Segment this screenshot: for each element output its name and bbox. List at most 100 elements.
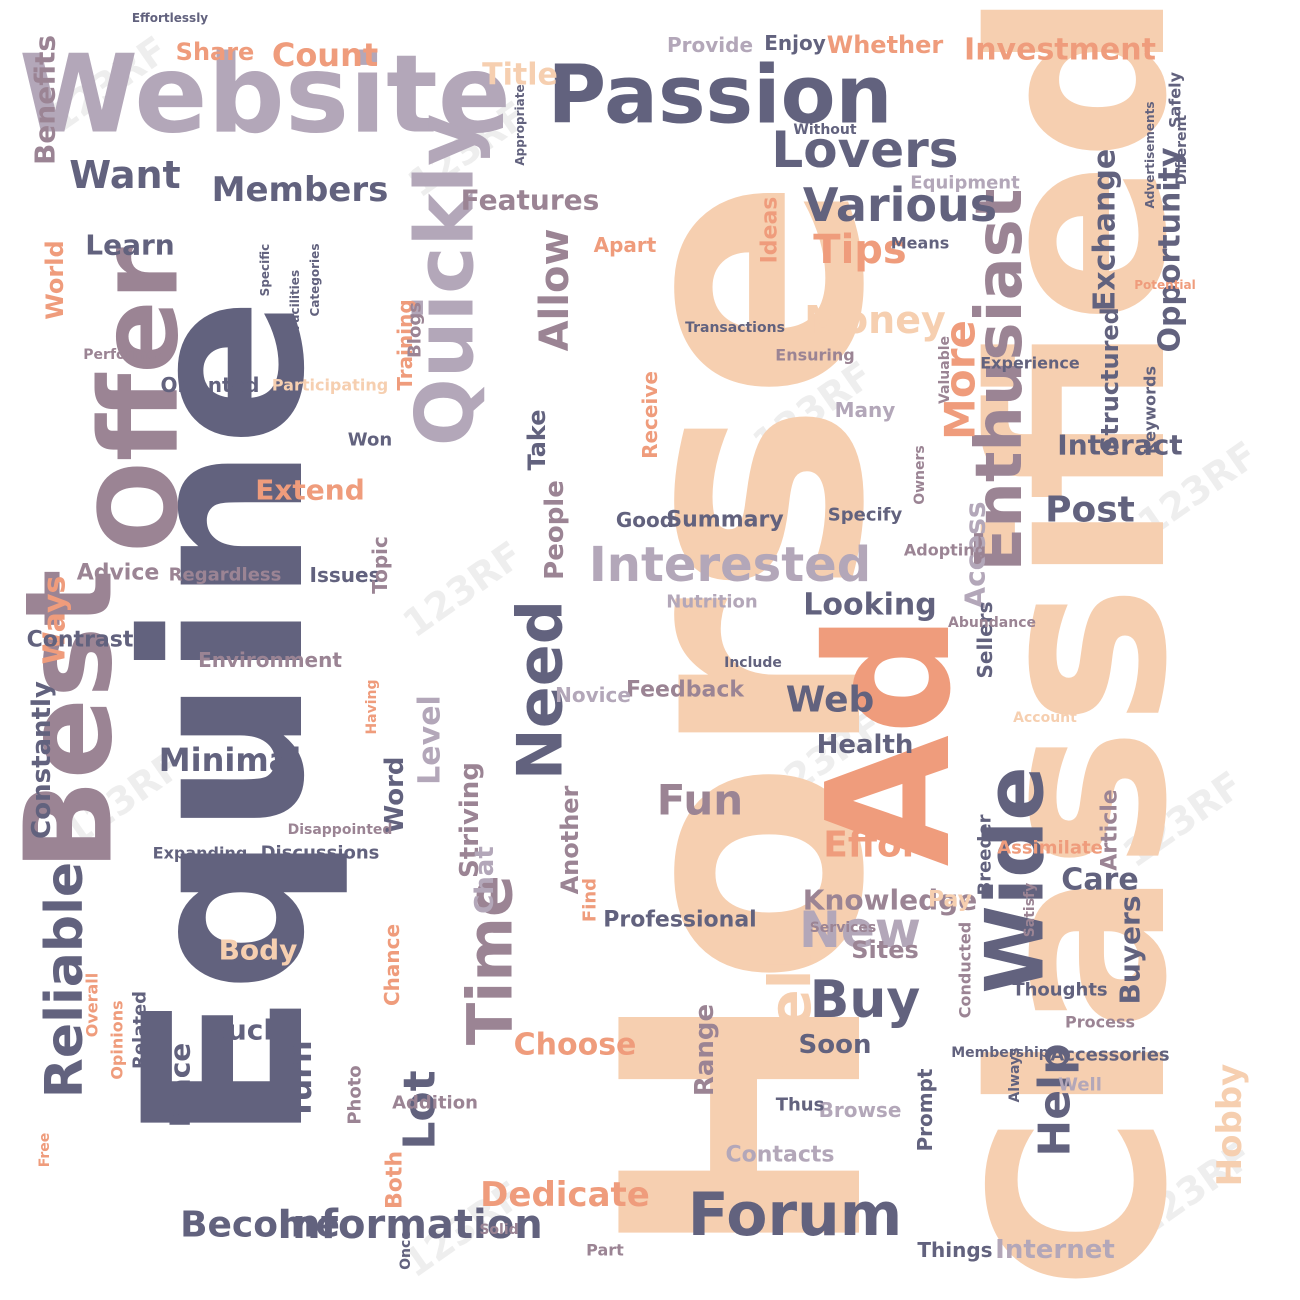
word-opinions: Opinions (108, 1000, 127, 1079)
word-quickly: Quickly (399, 114, 492, 447)
word-chat: Chat (470, 846, 500, 914)
word-body: Body (219, 934, 298, 967)
word-word: Word (380, 756, 410, 833)
word-allow: Allow (532, 229, 578, 352)
word-adopting: Adopting (904, 541, 986, 560)
word-valuable: Valuable (937, 336, 953, 404)
word-expanding: Expanding (153, 844, 248, 863)
word-facilities: Facilities (288, 270, 302, 330)
word-equine: Equine (97, 297, 353, 1143)
word-layer: Horse Classified Equine Website Best Offer Ad Q… (1, 0, 1251, 1290)
word-exchange: Exchange (1088, 149, 1123, 311)
word-photo: Photo (345, 1065, 366, 1124)
word-participating: Participating (272, 376, 388, 395)
word-many: Many (835, 398, 896, 422)
word-include: Include (724, 655, 782, 671)
word-help: Help (1030, 1043, 1081, 1156)
word-equipment: Equipment (910, 173, 1020, 194)
word-sites: Sites (851, 936, 919, 964)
word-soon: Soon (799, 1030, 872, 1060)
word-title: Title (482, 58, 558, 93)
word-information: Information (277, 1202, 542, 1248)
word-features: Features (461, 184, 600, 217)
word-owners: Owners (912, 445, 928, 505)
word-feedback: Feedback (626, 678, 745, 703)
word-internet: Internet (995, 1235, 1115, 1265)
word-pay: Pay (928, 888, 972, 913)
word-dedicate: Dedicate (480, 1175, 650, 1215)
word-nutrition: Nutrition (666, 592, 758, 613)
word-time: Time (454, 875, 527, 1045)
word-effortlessly: Effortlessly (132, 11, 208, 25)
word-thoughts: Thoughts (1012, 980, 1107, 1001)
word-classified: Classified (940, 0, 1220, 1290)
word-safely: Safely (1166, 71, 1185, 128)
word-thus: Thus (776, 1095, 825, 1116)
word-things: Things (917, 1238, 992, 1262)
word-effort: Effort (823, 825, 936, 866)
word-ways: Ways (38, 576, 73, 665)
word-both: Both (383, 1151, 408, 1209)
word-won: Won (348, 430, 392, 451)
word-whether: Whether (827, 31, 944, 59)
word-health: Health (817, 730, 914, 760)
word-more: More (936, 320, 985, 440)
word-people: People (540, 480, 570, 580)
word-well: Well (1058, 1075, 1102, 1096)
word-professional: Professional (603, 908, 756, 933)
word-range: Range (690, 1004, 720, 1096)
word-summary: Summary (666, 508, 783, 533)
word-striving: Striving (455, 762, 485, 878)
word-tips: Tips (813, 227, 906, 273)
word-novice: Novice (555, 683, 631, 707)
word-lovers: Lovers (771, 121, 958, 179)
word-another: Another (556, 785, 584, 894)
word-website: Website (19, 33, 511, 158)
word-specific: Specific (258, 244, 272, 297)
word-extend: Extend (255, 474, 365, 507)
word-such: Such (207, 1014, 284, 1047)
word-constantly: Constantly (27, 681, 57, 839)
word-overall: Overall (83, 973, 102, 1038)
word-contrast: Contrast (27, 628, 134, 653)
word-enthusiast: Enthusiast (963, 189, 1037, 572)
word-minimal: Minimal (159, 741, 301, 779)
word-investment: Investment (964, 33, 1156, 68)
word-interested: Interested (589, 537, 871, 593)
word-once: Once (398, 1230, 414, 1270)
word-looking: Looking (803, 588, 936, 623)
word-performed: Performed (83, 347, 166, 363)
word-appropriate: Appropriate (513, 84, 527, 165)
word-different: Different (1174, 115, 1190, 186)
word-care: Care (1061, 863, 1138, 898)
word-ensuring: Ensuring (775, 346, 854, 365)
word-related: Related (130, 991, 151, 1069)
word-categories: Categories (308, 244, 322, 317)
word-blogs: Blogs (405, 302, 426, 358)
word-breeder: Breeder (975, 814, 996, 895)
word-turn: Turn (281, 1040, 319, 1120)
word-conducted: Conducted (956, 922, 975, 1018)
word-means: Means (891, 234, 949, 253)
word-web: Web (786, 680, 875, 721)
word-sell: Sell (756, 950, 824, 1071)
word-free: Free (37, 1133, 53, 1168)
word-best: Best (1, 569, 140, 871)
word-solid: Solid (479, 1222, 518, 1238)
word-process: Process (1065, 1013, 1135, 1032)
word-ideas: Ideas (758, 197, 783, 264)
word-become: Become (180, 1205, 340, 1246)
word-article: Article (1098, 789, 1123, 870)
word-find: Find (580, 878, 601, 922)
word-prompt: Prompt (913, 1068, 937, 1151)
word-membership: Membership (951, 1045, 1049, 1061)
word-keywords: Keywords (1141, 366, 1160, 454)
word-accessories: Accessories (1050, 1045, 1169, 1066)
word-contacts: Contacts (726, 1143, 835, 1168)
word-account: Account (1013, 710, 1077, 726)
word-environment: Environment (198, 648, 342, 672)
word-having: Having (364, 679, 380, 734)
word-regardless: Regardless (169, 565, 282, 586)
word-oriented: Oriented (161, 373, 260, 397)
